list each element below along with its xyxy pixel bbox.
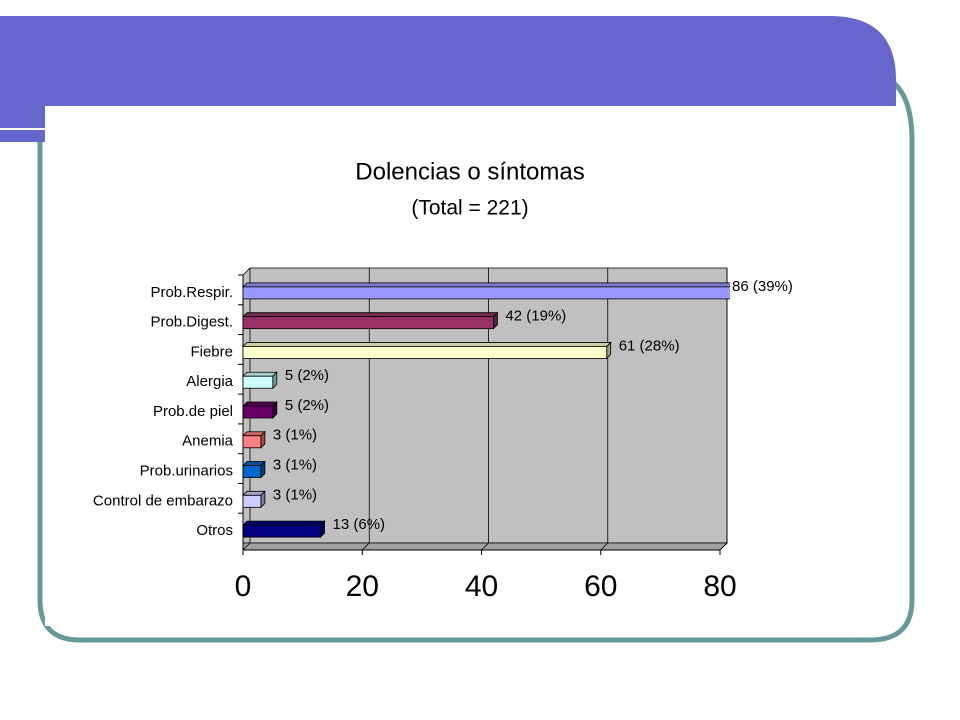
- y-tick-label: Alergia: [186, 373, 233, 390]
- bar-front: [242, 286, 730, 300]
- bar-top: [242, 520, 326, 526]
- bar-front: [242, 346, 608, 359]
- bar: [242, 520, 326, 539]
- value-label: 42 (19%): [505, 308, 566, 325]
- value-label: 3 (1%): [273, 486, 317, 503]
- bar-front: [242, 465, 262, 478]
- value-label: 3 (1%): [273, 427, 317, 444]
- bar: [242, 430, 266, 449]
- bar-front: [242, 435, 262, 449]
- grid-line: [242, 268, 251, 551]
- bar-top: [242, 342, 612, 347]
- grid-line: [361, 268, 370, 551]
- grid-line: [481, 268, 489, 551]
- bar: [242, 490, 266, 509]
- chart-subtitle: (Total = 221): [411, 197, 528, 220]
- y-tick-label: Fiebre: [190, 343, 233, 360]
- y-tick-label: Anemia: [182, 433, 234, 450]
- x-tick-label: 80: [703, 570, 736, 603]
- bar-front: [242, 524, 321, 538]
- bar: [242, 371, 278, 390]
- value-label: 3 (1%): [273, 457, 317, 474]
- y-tick-label: Prob.urinarios: [140, 463, 233, 480]
- y-tick-label: Prob.Respir.: [150, 284, 233, 301]
- header-band: [0, 16, 896, 106]
- chart-title: Dolencias o síntomas: [355, 158, 584, 185]
- bar-front: [242, 316, 494, 330]
- bars: [242, 282, 730, 539]
- bar-front: [242, 375, 274, 389]
- value-label: 13 (6%): [333, 516, 386, 533]
- value-label: 86 (39%): [732, 278, 793, 295]
- x-tick-label: 40: [465, 570, 498, 603]
- header-tab: [0, 106, 45, 128]
- y-tick-label: Prob.Digest.: [150, 314, 233, 331]
- y-tick-label: Control de embarazo: [93, 492, 233, 509]
- slide-frame: [37, 77, 915, 643]
- bar: [242, 401, 278, 419]
- bar-top: [242, 401, 278, 407]
- bar-top: [242, 312, 499, 318]
- x-tick-label: 60: [584, 570, 617, 603]
- y-tick-label: Prob.de piel: [153, 403, 233, 420]
- bar-top: [242, 371, 278, 377]
- value-label: 5 (2%): [285, 367, 329, 384]
- value-label: 61 (28%): [619, 337, 680, 354]
- bar: [242, 282, 730, 300]
- value-label: 5 (2%): [285, 397, 329, 414]
- bar: [242, 311, 499, 330]
- bar: [242, 341, 612, 360]
- header-tab: [0, 130, 45, 142]
- bar-front: [242, 405, 274, 419]
- bar: [242, 460, 266, 479]
- grid-line: [719, 268, 728, 551]
- bar-front: [242, 494, 262, 508]
- x-tick-label: 0: [235, 570, 252, 603]
- y-tick-label: Otros: [196, 522, 233, 539]
- bar-top: [242, 282, 730, 288]
- x-tick-label: 20: [346, 570, 379, 603]
- grid-line: [600, 268, 609, 551]
